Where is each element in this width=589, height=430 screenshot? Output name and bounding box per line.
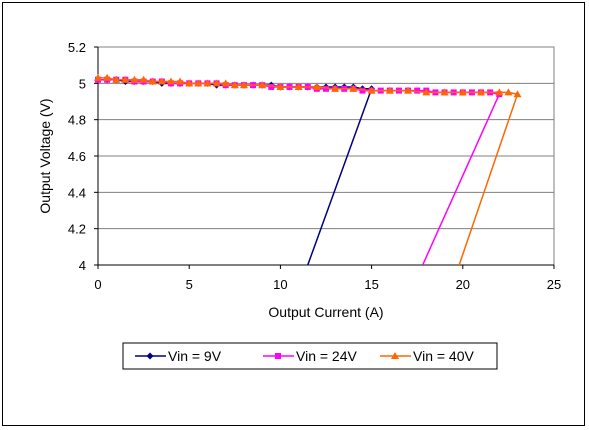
gridlines <box>98 46 554 266</box>
data-point-square <box>323 85 329 92</box>
y-axis-title: Output Voltage (V) <box>37 98 53 213</box>
x-axis-title: Output Current (A) <box>268 304 383 320</box>
data-point-triangle <box>312 82 321 90</box>
tick-labels: 0 5 10 15 20 25 4 4.2 4.4 4.6 4.8 5 5.2 <box>68 40 561 292</box>
data-point-triangle <box>391 352 399 359</box>
series-1 <box>94 76 376 265</box>
series-3 <box>94 73 522 265</box>
axes <box>94 46 555 269</box>
y-tick-label: 4 <box>79 258 86 273</box>
x-tick-label: 10 <box>273 277 287 292</box>
x-tick-label: 15 <box>364 277 378 292</box>
y-tick-label: 5.2 <box>68 40 86 55</box>
legend-item: Vin = 40V <box>380 348 475 364</box>
legend-label: Vin = 9V <box>168 348 222 364</box>
data-point-square <box>275 353 281 359</box>
data-point-triangle <box>513 90 522 98</box>
data-point-triangle <box>139 75 148 83</box>
data-point-triangle <box>148 77 157 85</box>
legend-box <box>122 342 498 370</box>
data-point-triangle <box>458 88 467 96</box>
data-point-triangle <box>212 79 221 87</box>
legend-item: Vin = 24V <box>263 348 358 364</box>
y-tick-label: 5 <box>79 76 86 91</box>
data-point-diamond <box>146 352 154 360</box>
data-point-triangle <box>176 77 185 85</box>
data-point-triangle <box>331 84 340 92</box>
data-point-triangle <box>130 75 139 83</box>
data-point-triangle <box>157 77 166 85</box>
series-line <box>98 78 501 265</box>
data-point-triangle <box>440 88 449 96</box>
data-point-square <box>268 83 275 90</box>
series-layer <box>94 73 522 265</box>
y-tick-label: 4.8 <box>68 113 86 128</box>
data-point-triangle <box>221 79 230 87</box>
data-point-triangle <box>203 79 212 87</box>
x-tick-label: 5 <box>186 277 193 292</box>
data-point-triangle <box>194 79 203 87</box>
data-point-triangle <box>276 82 285 90</box>
data-point-triangle <box>166 77 175 85</box>
series-line <box>98 77 519 265</box>
data-point-triangle <box>349 84 358 92</box>
legend-label: Vin = 24V <box>296 348 358 364</box>
data-point-square <box>359 87 366 94</box>
data-point-triangle <box>94 73 102 81</box>
data-point-triangle <box>477 88 486 96</box>
data-point-triangle <box>367 86 376 94</box>
data-point-triangle <box>504 88 513 96</box>
y-tick-label: 4.6 <box>68 149 86 164</box>
legend-item: Vin = 9V <box>135 348 222 364</box>
x-tick-label: 20 <box>456 277 470 292</box>
data-point-triangle <box>422 88 431 96</box>
data-point-triangle <box>258 81 267 89</box>
data-point-triangle <box>185 79 194 87</box>
data-point-triangle <box>230 81 239 89</box>
data-point-triangle <box>294 82 303 90</box>
data-point-triangle <box>239 81 248 89</box>
data-point-triangle <box>404 86 413 94</box>
y-tick-label: 4.2 <box>68 222 86 237</box>
data-point-triangle <box>121 75 130 83</box>
x-tick-label: 0 <box>94 277 101 292</box>
series-line <box>98 78 373 265</box>
y-tick-label: 4.4 <box>68 185 86 200</box>
legend-label: Vin = 40V <box>413 348 475 364</box>
data-point-triangle <box>103 73 112 81</box>
data-point-triangle <box>385 86 394 94</box>
data-point-triangle <box>112 75 121 83</box>
legend: Vin = 9V Vin = 24V Vin = 40V <box>122 342 498 370</box>
x-tick-label: 25 <box>547 277 561 292</box>
data-point-square <box>414 87 421 94</box>
series-2 <box>95 76 503 265</box>
data-point-triangle <box>495 88 504 96</box>
